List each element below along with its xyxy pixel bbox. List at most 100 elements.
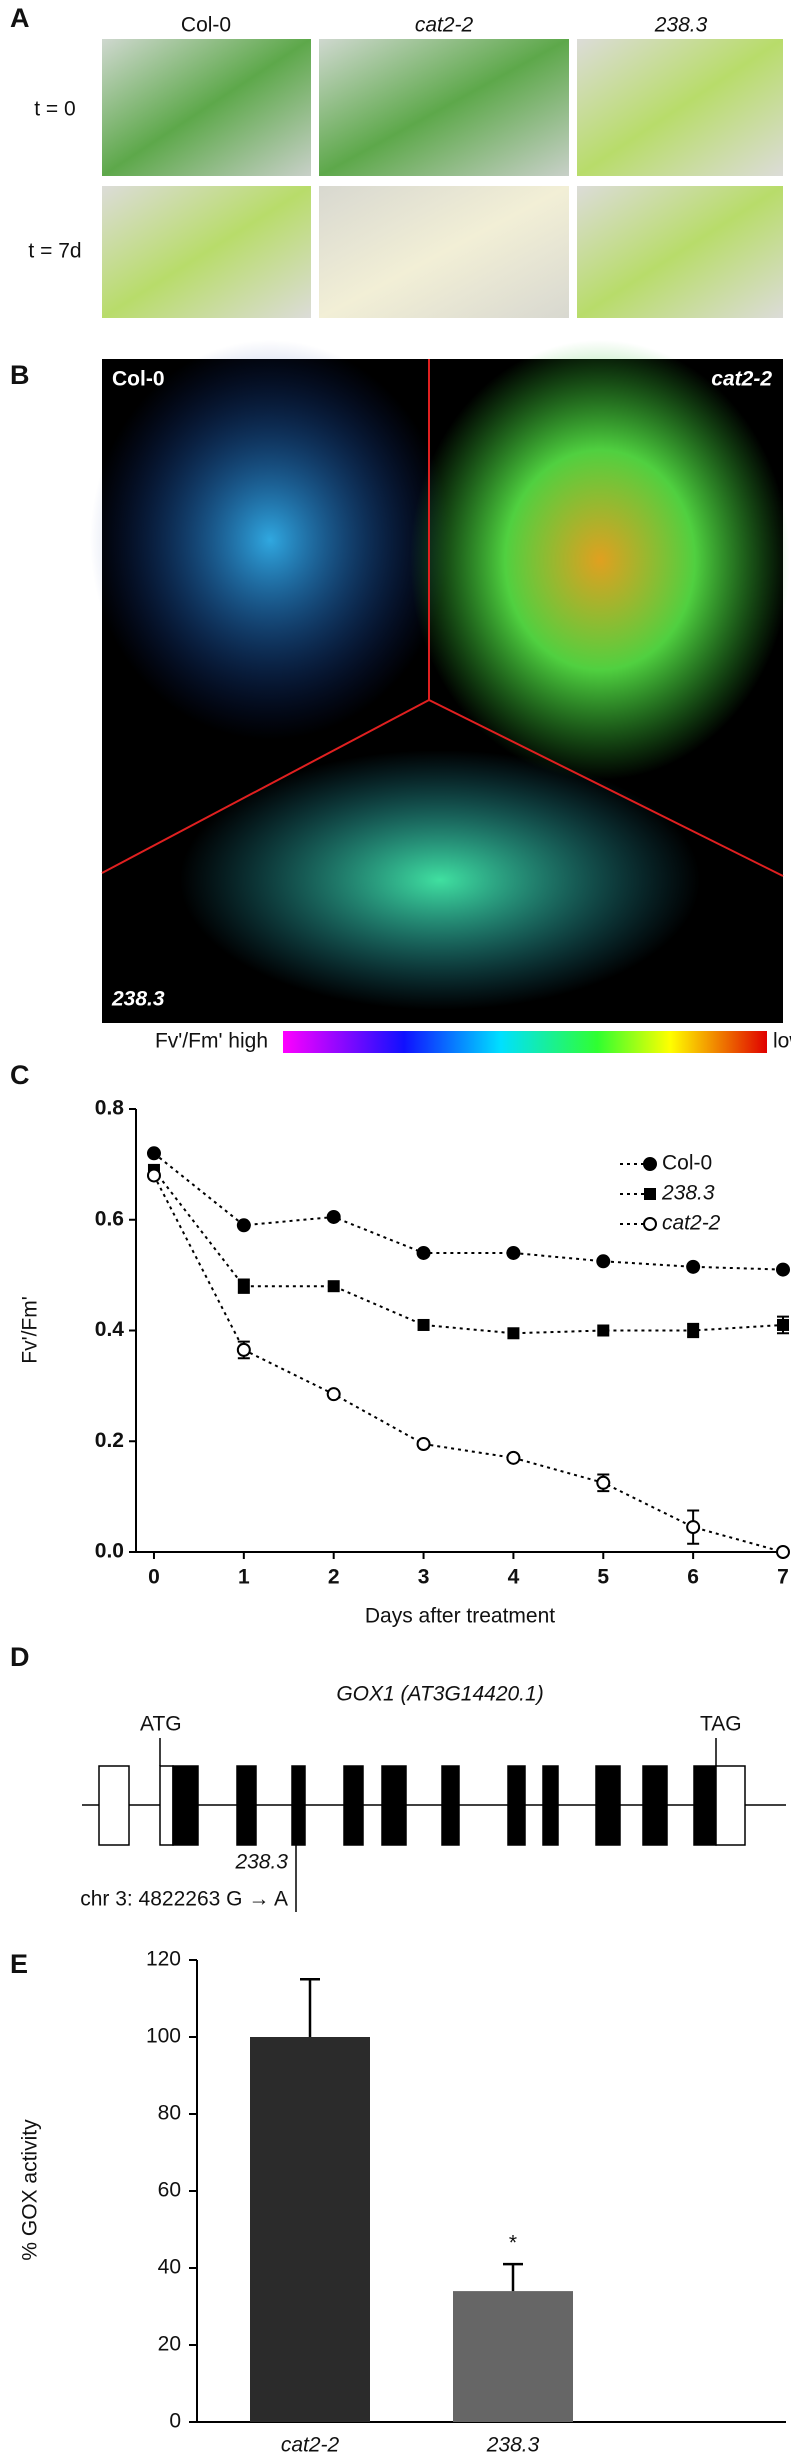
marker [687, 1324, 700, 1337]
y-tick-label: 120 [146, 1948, 181, 1971]
x-tick-label: cat2-2 [281, 2434, 340, 2457]
y-tick-label: 0.0 [95, 1540, 124, 1563]
x-tick-label: 6 [687, 1566, 699, 1589]
x-tick-label: 2 [328, 1566, 340, 1589]
y-tick-label: 60 [158, 2179, 181, 2202]
colorbar-label: Fv'/Fm' high [155, 1030, 268, 1053]
column-header: Col-0 [181, 14, 231, 37]
x-axis-label: Days after treatment [365, 1605, 555, 1628]
photo [319, 186, 569, 318]
y-tick-label: 0.4 [95, 1318, 125, 1341]
exon [291, 1765, 306, 1846]
exon [381, 1765, 407, 1846]
marker [686, 1259, 701, 1274]
photo [102, 186, 311, 318]
marker [506, 1450, 521, 1465]
exon [343, 1765, 364, 1846]
marker [146, 1168, 161, 1183]
column-header: cat2-2 [415, 14, 474, 37]
panel-label: D [10, 1642, 30, 1672]
bar [250, 2037, 370, 2422]
image-region [410, 340, 790, 780]
mutation-label: chr 3: 4822263 G → A [80, 1888, 288, 1911]
marker [146, 1146, 161, 1161]
x-tick-label: 0 [148, 1566, 160, 1589]
marker [237, 1280, 250, 1293]
series-line [153, 1169, 784, 1335]
panel-label: A [10, 3, 30, 33]
image-label: 238.3 [111, 988, 165, 1011]
exon [172, 1765, 199, 1846]
exon [642, 1765, 668, 1846]
exon [542, 1765, 559, 1846]
utr [159, 1765, 174, 1846]
exon [507, 1765, 526, 1846]
marker [776, 1545, 790, 1559]
mutant-label: 238.3 [234, 1851, 288, 1874]
legend-label: Col-0 [662, 1152, 712, 1175]
y-tick-label: 100 [146, 2025, 181, 2048]
marker [417, 1318, 430, 1331]
error-bar [300, 1978, 320, 2037]
photo [577, 39, 783, 176]
marker [416, 1437, 431, 1452]
bar [453, 2291, 573, 2422]
colorbar-label: low [773, 1030, 791, 1053]
utr [715, 1765, 746, 1846]
exon [595, 1765, 621, 1846]
significance: * [509, 2232, 517, 2255]
divider [101, 699, 430, 874]
x-tick-label: 3 [418, 1566, 430, 1589]
y-tick-label: 0.8 [95, 1097, 125, 1120]
marker [326, 1387, 341, 1402]
photo [577, 186, 783, 318]
x-tick-label: 1 [238, 1566, 250, 1589]
marker [597, 1324, 610, 1337]
panel-label: E [10, 1949, 28, 1979]
x-tick-label: 7 [777, 1566, 789, 1589]
y-tick-label: 0.2 [95, 1429, 124, 1452]
x-tick-label: 5 [597, 1566, 609, 1589]
marker [644, 1188, 656, 1200]
marker [686, 1520, 701, 1535]
panel-label: B [10, 360, 30, 390]
image-label: Col-0 [112, 368, 165, 391]
colorbar [283, 1031, 767, 1053]
legend-label: cat2-2 [662, 1212, 721, 1235]
marker [596, 1475, 611, 1490]
exon [441, 1765, 460, 1846]
codon-label: TAG [700, 1713, 742, 1736]
x-tick-label: 4 [508, 1566, 520, 1589]
exon [236, 1765, 257, 1846]
y-tick-label: 0.6 [95, 1207, 124, 1230]
legend-label: 238.3 [661, 1182, 715, 1205]
image-label: cat2-2 [711, 368, 772, 391]
marker [236, 1342, 251, 1357]
x-tick-label: 238.3 [486, 2434, 540, 2457]
y-tick-label: 40 [158, 2256, 181, 2279]
marker [506, 1245, 521, 1260]
y-tick-label: 0 [169, 2410, 181, 2433]
y-tick-label: 80 [158, 2102, 181, 2125]
utr [98, 1765, 130, 1846]
gene-title: GOX1 (AT3G14420.1) [336, 1683, 543, 1706]
y-axis-label: % GOX activity [19, 2119, 42, 2261]
image-region [180, 750, 700, 1010]
exon [693, 1765, 717, 1846]
divider [428, 699, 784, 877]
marker [643, 1217, 657, 1231]
series-line [153, 1174, 784, 1553]
row-header: t = 7d [28, 240, 81, 263]
marker [776, 1262, 790, 1277]
row-header: t = 0 [34, 98, 75, 121]
marker [507, 1327, 520, 1340]
marker [596, 1254, 611, 1269]
marker [777, 1318, 789, 1331]
y-axis-label: Fv'/Fm' [19, 1296, 42, 1364]
error-bar [503, 2262, 523, 2292]
marker [416, 1245, 431, 1260]
y-tick-label: 20 [158, 2333, 181, 2356]
photo [102, 39, 311, 176]
marker [643, 1157, 657, 1171]
